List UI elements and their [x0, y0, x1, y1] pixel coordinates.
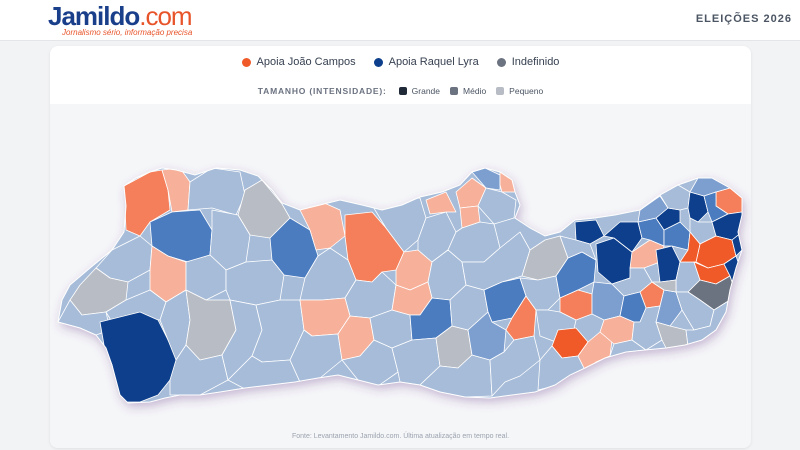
size-swatch-small [496, 87, 505, 95]
logo-main-text: Jamildo [48, 1, 140, 31]
legend-item-undefined[interactable]: Indefinido [496, 56, 560, 68]
municipality[interactable] [519, 275, 561, 311]
municipality[interactable] [559, 235, 597, 261]
size-item-large: Grande [398, 86, 441, 96]
municipality[interactable] [637, 195, 669, 223]
size-swatch-large [398, 87, 407, 95]
municipality[interactable] [461, 231, 531, 291]
size-swatch-medium [450, 87, 459, 95]
municipalities [58, 168, 742, 403]
municipality[interactable] [225, 259, 285, 306]
section-title: ELEIÇÕES 2026 [695, 13, 792, 25]
size-legend-title: TAMANHO (INTENSIDADE): [257, 86, 387, 96]
size-label-small: Pequeno [509, 86, 544, 96]
size-label-large: Grande [411, 86, 441, 96]
site-logo[interactable]: Jamildo.com Jornalismo sério, informação… [48, 1, 193, 37]
legend-dot-lyra [373, 57, 383, 67]
size-legend: TAMANHO (INTENSIDADE): Grande Médio Pequ… [50, 86, 751, 96]
logo-tagline: Jornalismo sério, informação precisa [62, 28, 193, 37]
legend-label-undefined: Indefinido [511, 56, 560, 68]
size-label-medium: Médio [463, 86, 487, 96]
top-bar: Jamildo.com Jornalismo sério, informação… [0, 0, 800, 41]
size-item-medium: Médio [450, 86, 486, 96]
municipality[interactable] [123, 169, 171, 237]
legend-dot-campos [241, 57, 251, 67]
size-item-small: Pequeno [496, 86, 543, 96]
source-note: Fonte: Levantamento Jamildo.com. Última … [291, 433, 510, 440]
legend-item-campos[interactable]: Apoia João Campos [241, 56, 356, 68]
map-card: Apoia João Campos Apoia Raquel Lyra Inde… [50, 46, 751, 448]
legend-label-campos: Apoia João Campos [256, 56, 356, 68]
municipality[interactable] [574, 219, 605, 245]
municipality[interactable] [425, 191, 457, 215]
legend-dot-undefined [496, 57, 506, 67]
municipality[interactable] [467, 311, 507, 361]
logo-wordmark: Jamildo.com [48, 1, 193, 31]
municipality[interactable] [679, 231, 701, 263]
legend-item-lyra[interactable]: Apoia Raquel Lyra [373, 56, 479, 68]
municipality[interactable] [651, 279, 677, 293]
logo-suffix-text: .com [139, 1, 192, 31]
candidate-legend: Apoia João Campos Apoia Raquel Lyra Inde… [50, 56, 751, 68]
municipality[interactable] [499, 171, 517, 193]
legend-label-lyra: Apoia Raquel Lyra [388, 56, 479, 68]
pernambuco-municipalities-map [57, 167, 743, 404]
